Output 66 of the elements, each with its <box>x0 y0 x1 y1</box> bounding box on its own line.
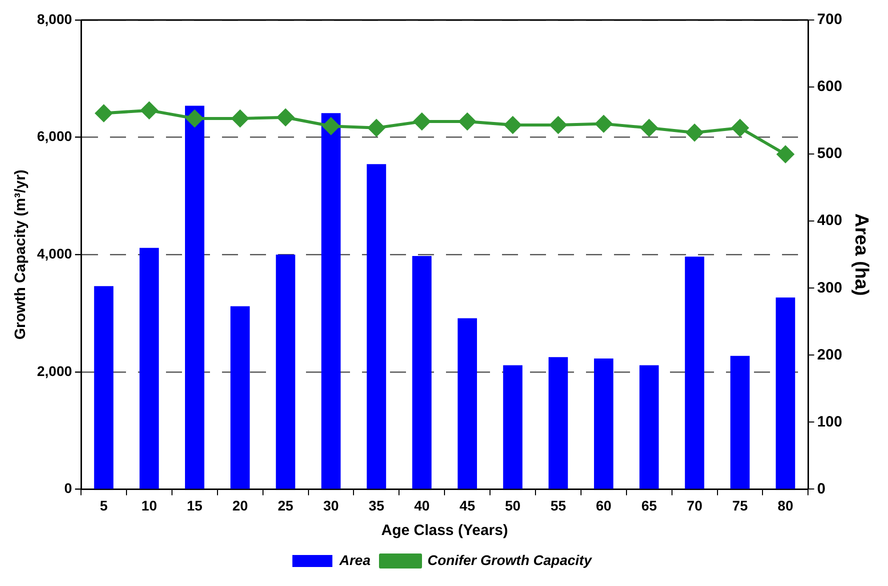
x-tick-label: 40 <box>414 497 430 514</box>
bar <box>230 306 250 489</box>
bar <box>366 164 386 489</box>
point <box>413 112 430 130</box>
x-tick-label: 55 <box>550 497 566 514</box>
x-tick-label: 5 <box>100 497 108 514</box>
point <box>368 119 385 136</box>
bar <box>276 254 296 489</box>
bar <box>594 358 614 489</box>
x-axis-title: Age Class (Years) <box>381 522 508 540</box>
point <box>140 102 158 119</box>
bar <box>776 298 796 489</box>
bar <box>140 248 159 489</box>
legend-label: Conifer Growth Capacity <box>428 552 593 568</box>
x-tick-label: 65 <box>641 497 658 514</box>
bar <box>458 318 477 489</box>
x-tick-label: 50 <box>504 497 521 514</box>
y-tick-label: 8,000 <box>36 10 72 27</box>
y2-tick-label: 300 <box>817 279 842 296</box>
bar <box>321 113 341 489</box>
point <box>186 110 204 128</box>
x-tick-label: 60 <box>596 497 612 514</box>
x-tick-label: 45 <box>460 497 476 514</box>
x-tick-label: 20 <box>232 497 248 514</box>
x-tick-label: 75 <box>732 497 748 514</box>
bar <box>412 256 432 489</box>
y-tick-label: 0 <box>64 480 72 496</box>
x-tick-label: 30 <box>323 497 339 514</box>
y2-tick-label: 0 <box>817 480 826 498</box>
y-tick-label: 4,000 <box>36 245 72 262</box>
bar <box>184 106 204 489</box>
point <box>686 124 704 142</box>
point <box>640 119 658 136</box>
point <box>504 116 522 134</box>
point <box>277 108 294 126</box>
y2-tick-label: 700 <box>817 11 842 28</box>
point <box>776 146 794 163</box>
y-tick-label: 6,000 <box>36 128 72 144</box>
y2-tick-label: 400 <box>817 212 842 230</box>
bar <box>503 365 522 489</box>
point <box>732 119 749 136</box>
x-tick-label: 15 <box>186 497 203 514</box>
y-axis-title: Growth Capacity (m³/yr) <box>12 170 30 340</box>
x-tick-label: 70 <box>686 497 703 514</box>
bar <box>94 286 114 489</box>
point <box>595 115 612 132</box>
y-tick-label: 2,000 <box>36 362 72 379</box>
y2-axis-title: Area (ha) <box>850 213 872 296</box>
y2-tick-label: 100 <box>817 413 842 430</box>
x-tick-label: 35 <box>368 497 384 514</box>
point <box>458 112 476 130</box>
point <box>95 104 112 122</box>
legend-label: Area <box>338 552 371 568</box>
y2-tick-label: 500 <box>817 145 842 162</box>
y2-tick-label: 600 <box>817 78 842 96</box>
x-tick-label: 25 <box>278 497 294 514</box>
bar <box>730 356 750 489</box>
point <box>550 116 567 134</box>
y2-tick-label: 200 <box>817 346 842 364</box>
point <box>322 118 340 135</box>
bar <box>684 256 704 489</box>
bar <box>639 365 659 489</box>
x-tick-label: 10 <box>141 497 158 514</box>
point <box>232 110 249 128</box>
x-tick-label: 80 <box>778 497 794 514</box>
bar <box>548 357 568 489</box>
